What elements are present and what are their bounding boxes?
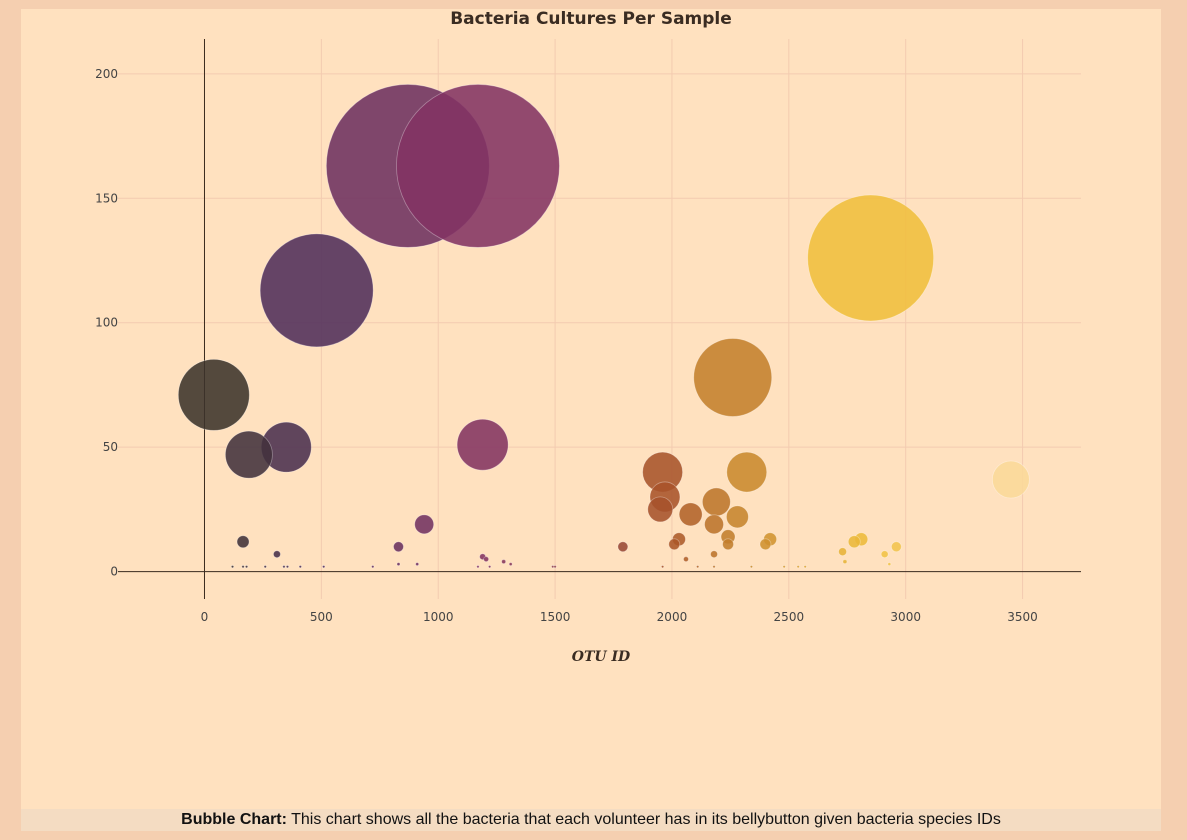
bubble-point[interactable] [796,565,800,569]
x-tick-label: 3500 [1007,610,1038,624]
bubble-point[interactable] [759,538,772,551]
bubble-point[interactable] [414,514,435,535]
y-tick-label: 150 [95,191,118,205]
bubble-point[interactable] [661,565,665,569]
x-axis-label: OTU ID [572,649,631,665]
caption-bold: Bubble Chart: [181,811,287,828]
x-tick-label: 2500 [774,610,805,624]
bubble-point[interactable] [415,562,420,567]
caption-text: This chart shows all the bacteria that e… [291,811,1001,828]
bubble-point[interactable] [842,559,848,565]
bubble-point[interactable] [678,502,703,527]
bubble-point[interactable] [807,194,935,322]
bubble-point[interactable] [704,514,724,535]
bubble-point[interactable] [282,565,286,569]
bubble-point[interactable] [483,556,490,563]
bubble-point[interactable] [847,535,861,549]
bubble-point[interactable] [476,565,480,569]
x-tick-label: 2000 [657,610,688,624]
bubble-point[interactable] [890,541,902,553]
x-tick-label: 3000 [890,610,921,624]
x-tick-label: 1000 [423,610,454,624]
bubble-point[interactable] [230,565,235,569]
y-tick-label: 0 [110,565,118,579]
y-tick-label: 100 [95,316,118,330]
bubble-point[interactable] [710,550,718,559]
y-tick-label: 50 [103,440,118,454]
bubbles[interactable] [177,84,1030,569]
bubble-point[interactable] [508,562,513,567]
bubble-point[interactable] [553,565,557,569]
bubble-point[interactable] [224,430,273,479]
x-tick-label: 1500 [540,610,571,624]
bubble-point[interactable] [322,565,326,569]
tick-labels: 0 500 1000 1500 2000 2500 3000 3500 0 50 100 150 200 [95,67,1038,624]
bubble-point[interactable] [991,460,1030,499]
bubble-chart[interactable]: 0 500 1000 1500 2000 2500 3000 3500 0 50 100 150 200… [21,9,1161,809]
axes [118,39,1081,599]
bubble-point[interactable] [803,565,807,569]
grid-lines [118,39,1081,599]
bubble-point[interactable] [177,359,250,431]
bubble-point[interactable] [726,505,749,529]
chart-panel: 0 500 1000 1500 2000 2500 3000 3500 0 50 100 150 200… [21,9,1161,809]
bubble-point[interactable] [693,338,773,417]
bubble-point[interactable] [880,550,889,559]
bubble-point[interactable] [726,451,768,493]
bubble-point[interactable] [712,565,716,569]
bubble-point[interactable] [456,418,509,471]
bubble-point[interactable] [782,565,786,569]
chart-caption: Bubble Chart: This chart shows all the b… [21,809,1161,831]
bubble-point[interactable] [683,556,689,563]
bubble-point[interactable] [617,541,629,553]
bubble-point[interactable] [396,562,401,567]
bubble-point[interactable] [263,565,267,569]
bubble-point[interactable] [285,565,290,569]
x-tick-label: 500 [310,610,333,624]
bubble-point[interactable] [393,541,404,553]
bubble-point[interactable] [647,496,674,523]
bubble-point[interactable] [273,550,281,559]
bubble-point[interactable] [696,565,700,569]
y-tick-label: 200 [95,67,118,81]
bubble-point[interactable] [749,565,754,569]
x-tick-label: 0 [201,610,209,624]
bubble-point[interactable] [236,535,250,549]
chart-title: Bacteria Cultures Per Sample [450,9,732,29]
bubble-point[interactable] [838,547,847,557]
bubble-point[interactable] [668,538,681,551]
bubble-point[interactable] [701,487,731,517]
bubble-point[interactable] [722,538,734,551]
bubble-point[interactable] [298,565,302,569]
bubble-point[interactable] [488,565,492,569]
bubble-point[interactable] [887,562,892,567]
bubble-point[interactable] [241,565,245,569]
bubble-point[interactable] [244,565,249,569]
bubble-point[interactable] [371,565,375,569]
bubble-point[interactable] [396,84,560,248]
bubble-point[interactable] [501,559,507,565]
bubble-point[interactable] [259,233,374,348]
